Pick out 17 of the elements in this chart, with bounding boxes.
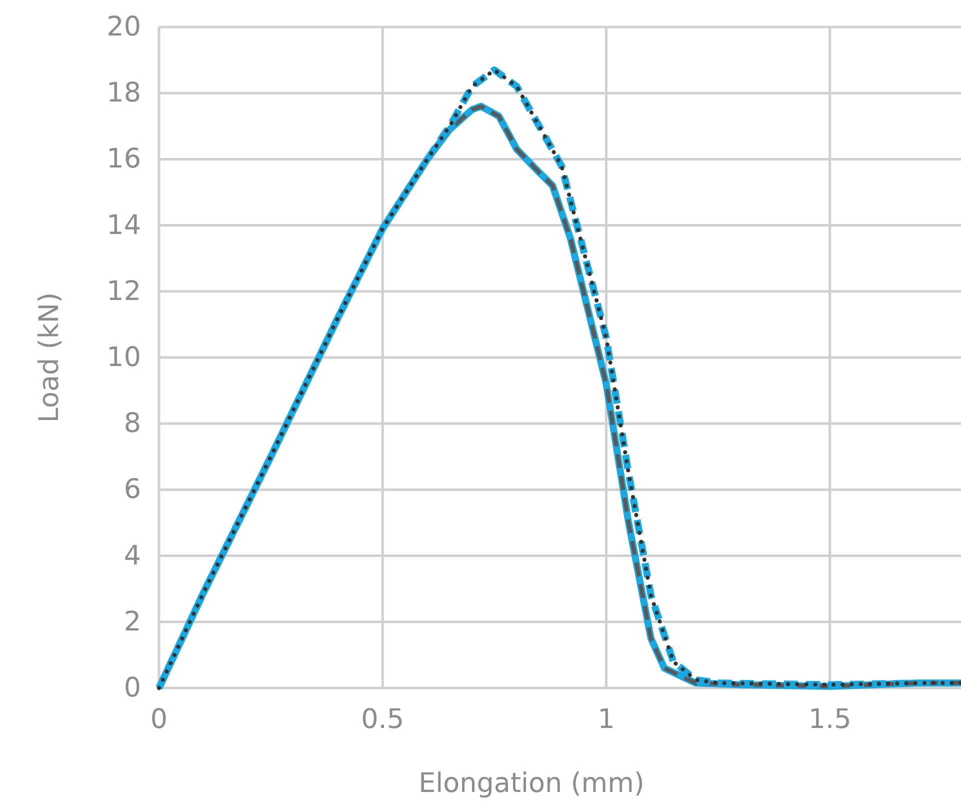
y-tick-label: 20 <box>106 12 141 42</box>
y-axis-title: Load (kN) <box>34 292 65 423</box>
y-tick-label: 8 <box>124 408 141 440</box>
y-tick-label: 12 <box>106 276 141 307</box>
y-tick-label: 0 <box>124 672 141 704</box>
y-tick-label: 14 <box>106 210 141 241</box>
y-tick-label: 2 <box>124 606 141 638</box>
x-tick-label: 0 <box>150 704 168 735</box>
y-tick-label: 4 <box>124 540 141 572</box>
y-tick-label: 18 <box>106 78 141 109</box>
y-tick-label: 6 <box>124 474 141 506</box>
x-axis-title: Elongation (mm) <box>418 768 644 799</box>
y-tick-label: 10 <box>106 342 141 373</box>
x-tick-label: 0.5 <box>361 704 404 735</box>
x-tick-label: 1.5 <box>808 704 852 735</box>
x-tick-label: 1 <box>598 704 615 735</box>
y-tick-label: 16 <box>106 144 141 175</box>
